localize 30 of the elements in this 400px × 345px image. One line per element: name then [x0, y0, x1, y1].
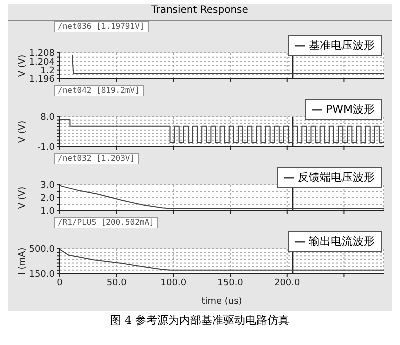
x-tick-label: 150.0: [218, 278, 244, 288]
y-axis-title: I (mA): [18, 248, 28, 276]
x-tick-label: 0: [57, 278, 64, 288]
chart-title: Transient Response: [8, 4, 392, 21]
y-tick-label: 8.0: [40, 113, 56, 124]
y-tick-label: 1.204: [29, 58, 56, 68]
y-axis-title: V (V): [18, 186, 28, 210]
y-tick-label: 2.0: [40, 194, 56, 204]
text: /net032 [1.203V]: [54, 153, 140, 164]
text: /net042 [819.2mV]: [54, 85, 144, 96]
x-tick-label: 100.0: [160, 278, 187, 288]
y-tick-label: 500.0: [29, 245, 56, 256]
legend-label: 反馈端电压波形: [298, 170, 375, 185]
y-axis-title: V (V): [18, 54, 28, 78]
y-tick-label: 150.0: [29, 270, 56, 280]
caption: 图 4 参考源为内部基准驱动电路仿真: [8, 311, 392, 330]
y-tick-label: 1.208: [29, 49, 56, 60]
legend-label: 输出电流波形: [309, 234, 375, 249]
text: /net036 [1.19791V]: [54, 21, 149, 32]
y-tick-label: 1.196: [29, 75, 56, 86]
y-tick-label: 1.0: [40, 207, 56, 218]
legend-label: 基准电压波形: [309, 38, 375, 53]
x-axis-title: time (us): [202, 297, 242, 307]
text: /R1/PLUS [200.502mA]: [54, 217, 158, 228]
x-tick-label: 50.0: [106, 278, 128, 288]
x-tick-label: 200.0: [274, 278, 301, 288]
legend-label: PWM波形: [326, 102, 375, 117]
y-tick-label: 3.0: [40, 181, 56, 192]
y-axis-title: V (V): [18, 120, 28, 144]
y-tick-label: -1.0: [37, 143, 56, 154]
